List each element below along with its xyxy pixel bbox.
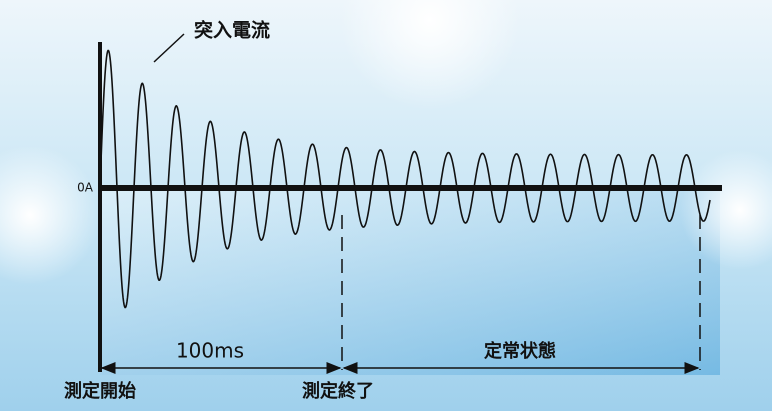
- panel: [100, 190, 720, 375]
- inrush-label: 突入電流: [194, 19, 270, 42]
- waveform: [99, 49, 711, 309]
- glow: [680, 150, 772, 270]
- glow: [340, 0, 520, 110]
- start-label: 測定開始: [64, 380, 136, 402]
- zero-label: 0A: [77, 181, 94, 195]
- steady-label: 定常状態: [484, 340, 556, 362]
- duration-label: 100ms: [176, 339, 244, 363]
- glow: [0, 145, 100, 285]
- end-label: 測定終了: [302, 380, 374, 402]
- pointer: [153, 33, 185, 63]
